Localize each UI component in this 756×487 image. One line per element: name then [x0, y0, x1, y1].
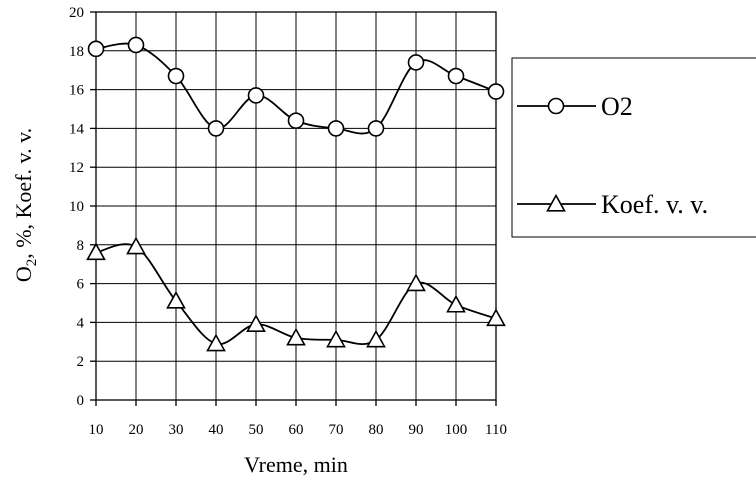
legend-entry: Koef. v. v. [517, 190, 708, 219]
circle-marker [127, 36, 145, 54]
y-tick-label: 16 [69, 83, 85, 99]
y-tick-label: 14 [69, 121, 85, 137]
triangle-marker [406, 273, 426, 292]
y-tick-label: 8 [77, 238, 85, 254]
axes [90, 11, 497, 406]
x-tick-label: 50 [249, 422, 264, 438]
x-tick-label: 30 [169, 422, 184, 438]
circle-marker [247, 87, 265, 104]
y-axis-label-post: , %, Koef. v. v. [11, 128, 36, 259]
triangle-marker [206, 333, 226, 352]
series-o2 [87, 36, 505, 137]
circle-marker [487, 83, 505, 100]
circle-marker [447, 67, 465, 85]
y-tick-label: 4 [77, 315, 85, 331]
circle-marker [367, 120, 385, 137]
series-layer [86, 36, 506, 352]
circle-marker [407, 54, 425, 71]
x-tick-label: 110 [485, 422, 507, 438]
y-tick-label: 18 [69, 44, 84, 60]
x-tick-label: 60 [289, 422, 304, 438]
legend-circle-marker [547, 97, 565, 115]
y-axis-label: O2, %, Koef. v. v. [11, 128, 40, 282]
series-koef [86, 236, 506, 352]
y-tick-label: 0 [77, 393, 85, 409]
x-tick-label: 40 [209, 422, 224, 438]
triangle-marker [286, 327, 306, 346]
triangle-marker [366, 329, 386, 348]
x-axis-label: Vreme, min [244, 452, 348, 477]
y-axis-label-sub: 2 [24, 259, 40, 267]
x-tick-label: 70 [329, 422, 344, 438]
triangle-marker [86, 242, 106, 261]
y-tick-label: 20 [69, 5, 84, 21]
legend-label: Koef. v. v. [601, 190, 708, 219]
circle-marker [207, 120, 225, 137]
y-axis-label-pre: O [11, 266, 36, 282]
x-tick-label: 80 [369, 422, 384, 438]
circle-marker [167, 67, 185, 85]
triangle-marker [446, 294, 466, 313]
y-tick-label: 12 [69, 160, 84, 176]
legend-entry: O2 [517, 92, 633, 121]
x-tick-label: 20 [129, 422, 144, 438]
y-tick-labels: 0 2 4 6 8 10 12 14 16 18 20 [69, 5, 85, 409]
triangle-marker [246, 314, 266, 332]
triangle-marker [166, 290, 186, 309]
legend-triangle-marker [546, 193, 566, 212]
triangle-marker [486, 308, 506, 327]
legend: O2 Koef. v. v. [511, 57, 756, 238]
triangle-marker [326, 329, 346, 348]
x-tick-label: 10 [89, 422, 104, 438]
legend-items: O2 Koef. v. v. [517, 92, 708, 219]
circle-marker [287, 112, 305, 129]
y-tick-label: 2 [77, 354, 85, 370]
x-tick-label: 100 [445, 422, 468, 438]
circle-marker [87, 40, 105, 58]
y-tick-label: 6 [77, 277, 85, 293]
x-tick-label: 90 [409, 422, 424, 438]
legend-label: O2 [601, 92, 633, 121]
x-tick-labels: 10 20 30 40 50 60 70 80 90 100 110 [89, 422, 507, 438]
circle-marker [327, 120, 345, 137]
triangle-marker [126, 236, 146, 255]
y-tick-label: 10 [69, 199, 84, 215]
